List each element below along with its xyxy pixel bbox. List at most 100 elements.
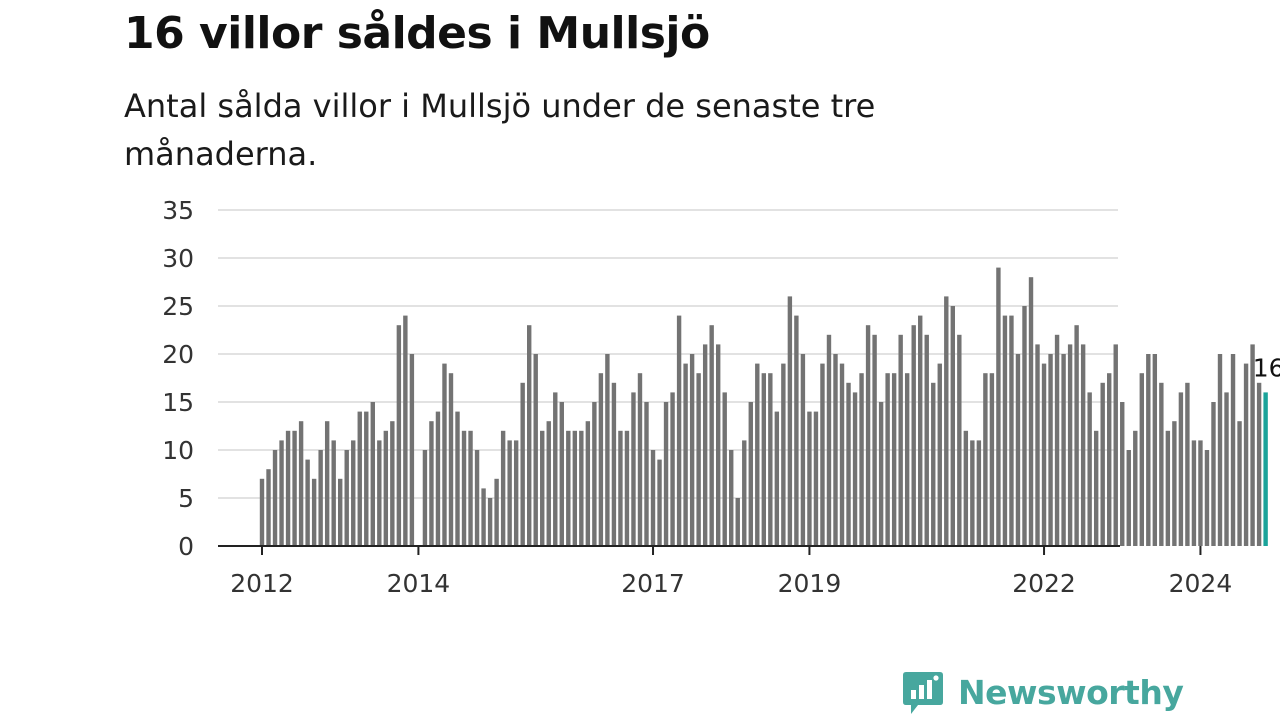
bar (676, 315, 682, 546)
bar (1126, 450, 1131, 546)
bar (878, 402, 884, 546)
bar (351, 440, 356, 546)
bar (1243, 363, 1249, 546)
bar (1217, 354, 1223, 546)
bar (409, 354, 415, 546)
bar (996, 267, 1001, 546)
bar (729, 450, 734, 546)
bar (442, 363, 447, 546)
bar (1133, 430, 1138, 546)
bar (820, 363, 825, 546)
bar (1113, 344, 1118, 546)
bar (683, 363, 688, 546)
bar (957, 334, 962, 546)
bar (761, 373, 767, 546)
bar (742, 440, 747, 546)
bar (272, 450, 278, 546)
bar (448, 373, 454, 546)
newsworthy-logo: Newsworthy (902, 670, 1184, 716)
x-tick-label: 2019 (778, 569, 842, 598)
bar (1198, 440, 1203, 546)
bar (513, 440, 519, 546)
y-tick-label: 35 (162, 196, 194, 225)
bar (592, 402, 597, 546)
bar (1146, 354, 1151, 546)
newsworthy-logo-icon (903, 672, 943, 714)
bar (344, 450, 349, 546)
bar (859, 373, 864, 546)
bar (924, 334, 929, 546)
bar (318, 450, 323, 546)
bar (468, 430, 473, 546)
bar (611, 382, 617, 546)
bar (1067, 344, 1073, 546)
bar (1041, 363, 1047, 546)
bar (1191, 440, 1197, 546)
bar (1165, 430, 1171, 546)
bar (1139, 373, 1144, 546)
bar (1237, 421, 1242, 546)
bar (527, 325, 532, 546)
bar (931, 382, 936, 546)
bar (989, 373, 995, 546)
bar (670, 392, 675, 546)
bar (259, 478, 265, 546)
bar (1002, 315, 1008, 546)
bar (377, 440, 382, 546)
y-tick-label: 30 (162, 244, 194, 273)
bar (1107, 373, 1112, 546)
bar (904, 373, 910, 546)
bar (631, 392, 636, 546)
bar (1250, 344, 1255, 546)
bar (865, 325, 871, 546)
bar (1230, 354, 1236, 546)
bar (696, 373, 701, 546)
bar (396, 325, 402, 546)
bar (1093, 430, 1099, 546)
bar (311, 478, 317, 546)
y-tick-label: 0 (178, 532, 194, 561)
y-tick-label: 15 (162, 388, 194, 417)
bar (494, 478, 499, 546)
bar (1009, 315, 1014, 546)
bar (383, 430, 389, 546)
bars (259, 267, 1268, 546)
bar (1204, 450, 1210, 546)
bar (852, 392, 858, 546)
y-tick-label: 20 (162, 340, 194, 369)
bar (331, 440, 336, 546)
bar (370, 402, 375, 546)
x-tick-label: 2022 (1012, 569, 1076, 598)
bar (1015, 354, 1021, 546)
bar (585, 421, 591, 546)
bar (1087, 392, 1092, 546)
bar (572, 430, 578, 546)
bar (487, 498, 493, 546)
bar (885, 373, 890, 546)
chart-title: 16 villor såldes i Mullsjö (124, 8, 710, 59)
bar (794, 315, 799, 546)
bar (364, 411, 369, 546)
bar-latest (1263, 392, 1268, 546)
bar (429, 421, 434, 546)
bar (807, 411, 812, 546)
bar (292, 430, 297, 546)
bar (657, 459, 662, 546)
x-tick-label: 2014 (387, 569, 451, 598)
y-tick-label: 10 (162, 436, 194, 465)
bar (1054, 334, 1060, 546)
bar (1022, 306, 1027, 546)
bar (768, 373, 773, 546)
bar (598, 373, 604, 546)
bar (715, 344, 721, 546)
bar (559, 402, 564, 546)
bar (1028, 277, 1034, 546)
bar (1178, 392, 1184, 546)
bar (1256, 382, 1262, 546)
bar (970, 440, 975, 546)
y-tick-label: 25 (162, 292, 194, 321)
bar (918, 315, 923, 546)
bar (422, 450, 428, 546)
bar (540, 430, 545, 546)
